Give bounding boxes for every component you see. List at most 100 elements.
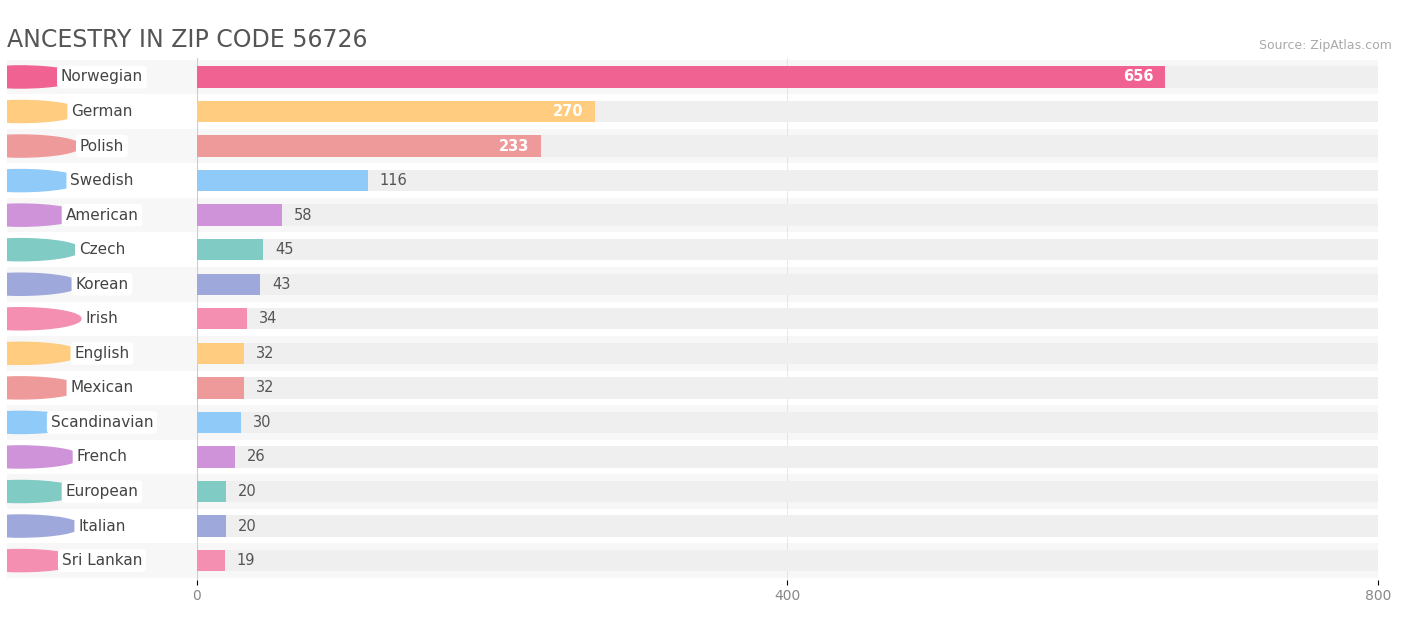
Bar: [7, 301, 197, 336]
Bar: [197, 440, 1378, 474]
Text: European: European: [66, 484, 138, 499]
Text: 32: 32: [256, 346, 274, 361]
Text: 656: 656: [1123, 70, 1153, 84]
Circle shape: [0, 239, 82, 261]
Bar: [197, 232, 1378, 267]
Bar: [197, 515, 226, 536]
Text: 45: 45: [276, 242, 294, 257]
Bar: [7, 164, 197, 198]
Circle shape: [0, 446, 82, 468]
Bar: [197, 336, 1378, 370]
Bar: [197, 405, 1378, 440]
Bar: [7, 405, 197, 440]
Bar: [197, 164, 1378, 198]
Bar: [7, 267, 197, 301]
Text: 233: 233: [499, 138, 529, 153]
Circle shape: [0, 377, 82, 399]
Bar: [7, 232, 197, 267]
Circle shape: [0, 273, 82, 296]
Bar: [7, 129, 197, 164]
Bar: [197, 101, 1378, 122]
Bar: [197, 135, 541, 156]
Bar: [7, 509, 197, 544]
Bar: [197, 204, 283, 226]
Text: Norwegian: Norwegian: [60, 70, 143, 84]
Text: Italian: Italian: [79, 518, 125, 534]
Circle shape: [0, 204, 82, 226]
Bar: [197, 481, 1378, 502]
Bar: [197, 343, 1378, 364]
Circle shape: [0, 342, 82, 365]
Text: Swedish: Swedish: [70, 173, 134, 188]
Bar: [7, 370, 197, 405]
Text: 116: 116: [380, 173, 408, 188]
Circle shape: [0, 100, 82, 122]
Bar: [197, 170, 1378, 191]
Bar: [197, 550, 225, 571]
Bar: [7, 94, 197, 129]
Text: 19: 19: [236, 553, 256, 568]
Bar: [197, 239, 263, 260]
Text: 20: 20: [238, 518, 257, 534]
Bar: [197, 474, 1378, 509]
Circle shape: [0, 135, 82, 157]
Bar: [7, 474, 197, 509]
Bar: [197, 101, 596, 122]
Bar: [197, 343, 245, 364]
Circle shape: [0, 515, 82, 537]
Text: Korean: Korean: [76, 277, 128, 292]
Bar: [197, 446, 235, 468]
Bar: [7, 60, 197, 94]
Bar: [197, 60, 1378, 94]
Bar: [197, 370, 1378, 405]
Text: 32: 32: [256, 381, 274, 395]
Circle shape: [0, 169, 82, 192]
Bar: [197, 274, 260, 295]
Text: 20: 20: [238, 484, 257, 499]
Bar: [197, 509, 1378, 544]
Bar: [7, 440, 197, 474]
Bar: [197, 129, 1378, 164]
Circle shape: [0, 308, 82, 330]
Bar: [197, 170, 368, 191]
Bar: [197, 204, 1378, 226]
Bar: [197, 135, 1378, 156]
Text: 34: 34: [259, 311, 277, 327]
Text: Czech: Czech: [79, 242, 125, 257]
Bar: [197, 377, 1378, 399]
Text: English: English: [75, 346, 129, 361]
Text: German: German: [72, 104, 132, 119]
Bar: [197, 239, 1378, 260]
Text: Scandinavian: Scandinavian: [51, 415, 153, 430]
Circle shape: [0, 66, 82, 88]
Text: ANCESTRY IN ZIP CODE 56726: ANCESTRY IN ZIP CODE 56726: [7, 28, 367, 52]
Text: Source: ZipAtlas.com: Source: ZipAtlas.com: [1258, 39, 1392, 52]
Bar: [197, 412, 242, 433]
Text: 26: 26: [247, 450, 266, 464]
Bar: [197, 301, 1378, 336]
Text: Irish: Irish: [86, 311, 118, 327]
Text: Mexican: Mexican: [70, 381, 134, 395]
Text: French: French: [76, 450, 128, 464]
Bar: [197, 550, 1378, 571]
Bar: [7, 198, 197, 232]
Text: Sri Lankan: Sri Lankan: [62, 553, 142, 568]
Text: 30: 30: [253, 415, 271, 430]
Bar: [197, 515, 1378, 536]
Bar: [197, 66, 1378, 88]
Circle shape: [0, 412, 82, 433]
Text: American: American: [66, 207, 138, 223]
Bar: [197, 274, 1378, 295]
Circle shape: [0, 480, 82, 502]
Bar: [197, 308, 1378, 330]
Bar: [7, 544, 197, 578]
Text: 58: 58: [294, 207, 312, 223]
Bar: [197, 267, 1378, 301]
Bar: [197, 308, 247, 330]
Bar: [197, 544, 1378, 578]
Bar: [197, 198, 1378, 232]
Bar: [197, 66, 1166, 88]
Text: 43: 43: [273, 277, 291, 292]
Bar: [197, 481, 226, 502]
Bar: [197, 412, 1378, 433]
